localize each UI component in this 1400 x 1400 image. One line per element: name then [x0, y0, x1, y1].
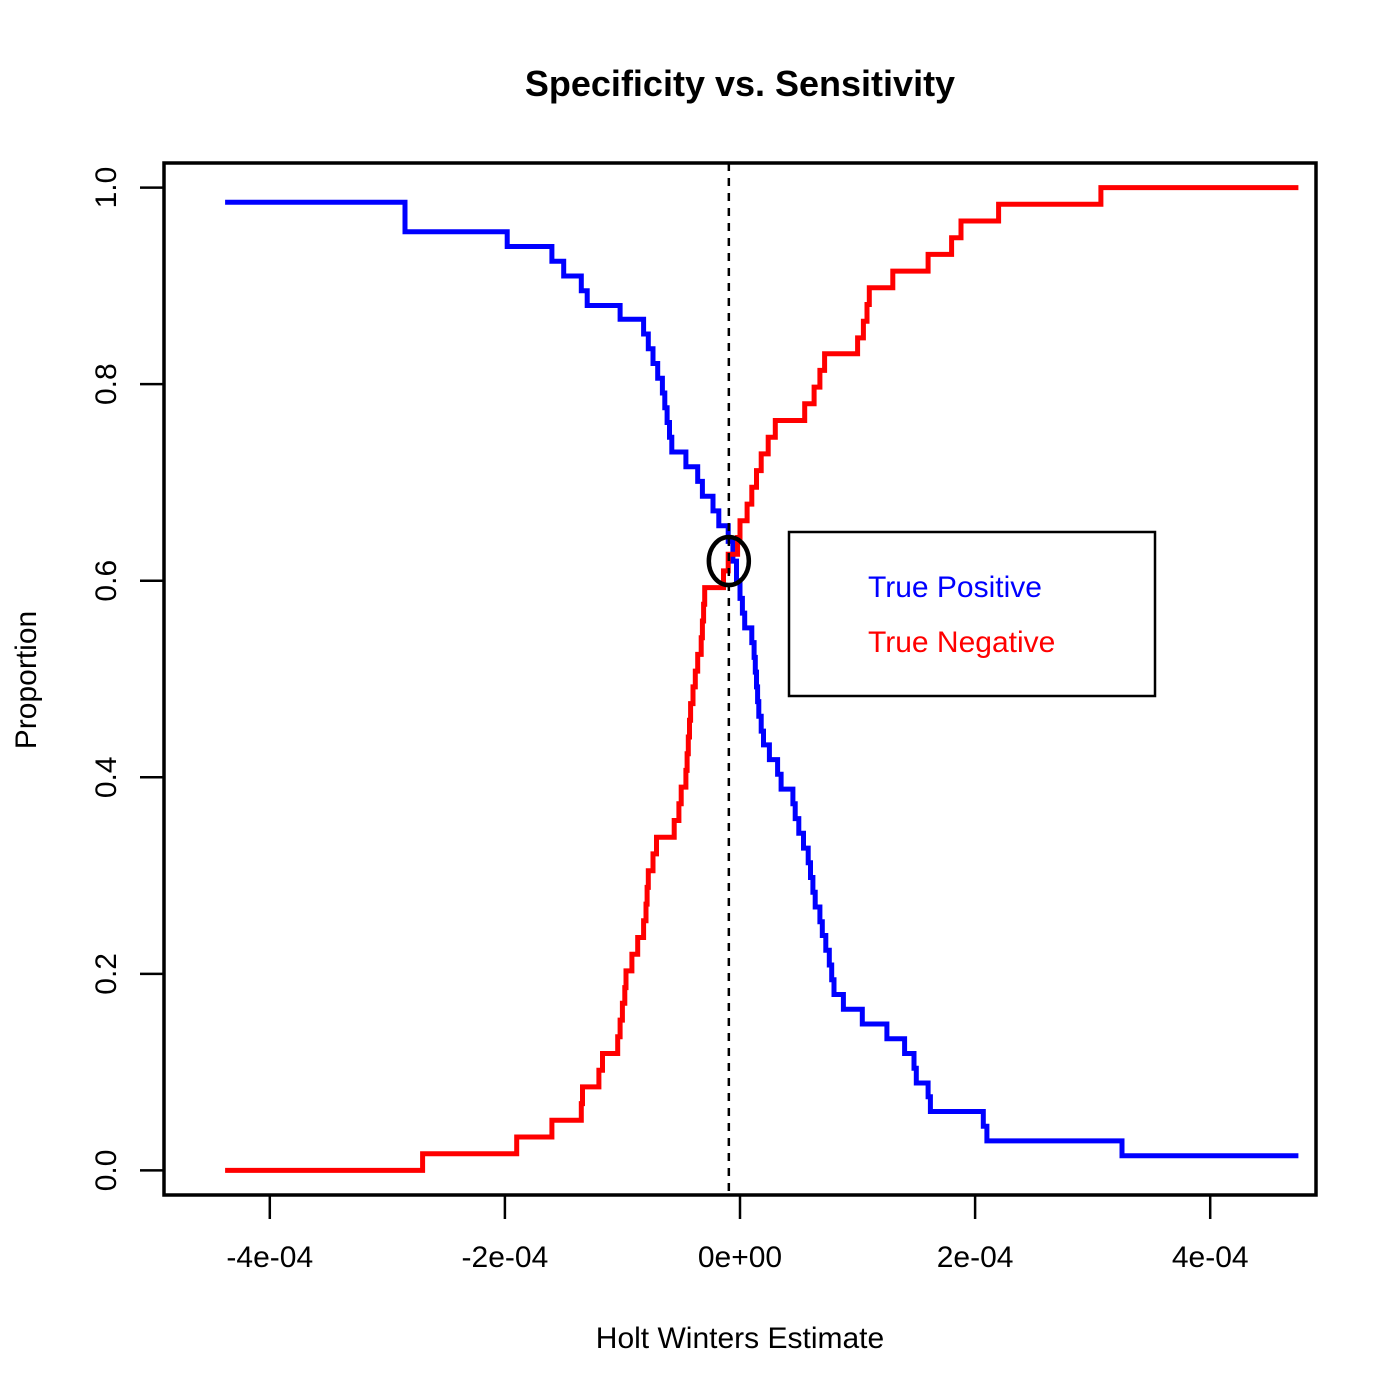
x-tick-label: -2e-04	[462, 1241, 549, 1274]
series-layer	[225, 185, 1299, 1173]
legend-entry-true-negative: True Negative	[868, 626, 1055, 659]
y-axis-label: Proportion	[10, 611, 43, 749]
y-tick-label: 0.6	[90, 560, 123, 602]
y-tick-label: 1.0	[90, 167, 123, 209]
y-tick-label: 0.0	[90, 1150, 123, 1192]
legend-box	[787, 530, 1157, 698]
y-axis: 0.0 0.2 0.4 0.6 0.8 1.0	[90, 167, 166, 1192]
intersection-marker	[706, 534, 752, 588]
x-tick-label: 0e+00	[698, 1241, 782, 1274]
y-tick-label: 0.4	[90, 756, 123, 798]
legend-entry-true-positive: True Positive	[868, 571, 1042, 604]
x-axis-label: Holt Winters Estimate	[596, 1322, 884, 1355]
legend: True Positive True Negative	[787, 530, 1157, 698]
x-tick-label: -4e-04	[226, 1241, 313, 1274]
x-tick-label: 4e-04	[1172, 1241, 1249, 1274]
chart-title: Specificity vs. Sensitivity	[525, 63, 955, 104]
series-line-true-positive	[225, 199, 1299, 1159]
plot-frame	[162, 161, 1318, 1197]
x-tick-label: 2e-04	[937, 1241, 1014, 1274]
x-axis: -4e-04 -2e-04 0e+00 2e-04 4e-04	[226, 1193, 1249, 1274]
y-tick-label: 0.2	[90, 953, 123, 995]
y-tick-label: 0.8	[90, 363, 123, 405]
series-line-true-negative	[225, 185, 1299, 1173]
